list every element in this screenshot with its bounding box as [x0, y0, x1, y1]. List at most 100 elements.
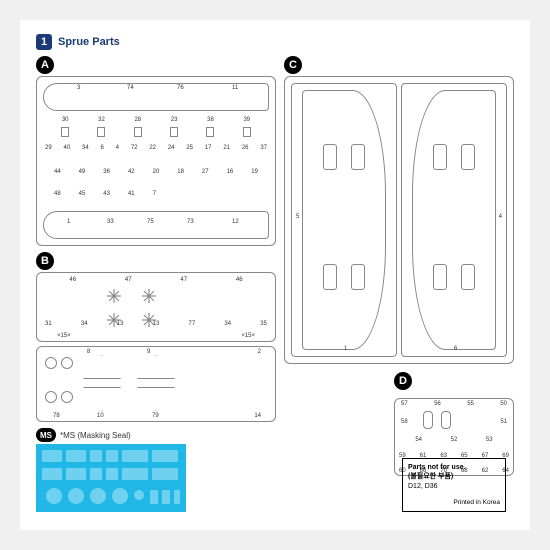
partnum: 79 [152, 413, 159, 419]
wheel [45, 391, 57, 403]
step-number-badge: 1 [36, 34, 52, 50]
partnum: 19 [251, 169, 258, 175]
tiny-part [134, 127, 142, 137]
partnum: 29 [45, 145, 52, 151]
mask-cut [122, 450, 148, 462]
partnum: 16 [227, 169, 234, 175]
tiny-part [61, 127, 69, 137]
tiny-part [170, 127, 178, 137]
partnum: 2 [258, 349, 261, 355]
partnum: 57 [401, 401, 408, 407]
partnum: 10 [97, 413, 104, 419]
partnum: 4 [116, 145, 119, 151]
partnum: 41 [128, 191, 135, 197]
partnum: 17 [205, 145, 212, 151]
mask-cut [68, 488, 84, 504]
sprue-b-block: B 46 47 47 46 31 34 [36, 252, 276, 422]
engine-nacelle [433, 144, 447, 170]
partnum: 43 [103, 191, 110, 197]
engine-nacelle [323, 144, 337, 170]
masking-seal-sheet [36, 444, 186, 512]
partnum: 24 [168, 145, 175, 151]
partnum: 76 [177, 85, 184, 91]
note-line1: Parts not for use. [408, 463, 500, 473]
partnum: 28 [134, 117, 141, 123]
ms-badge: MS [36, 428, 56, 442]
instruction-page: 1 Sprue Parts A 3 74 76 11 30 32 28 [20, 20, 530, 530]
partnum: 31 [45, 321, 52, 327]
section-header: 1 Sprue Parts [36, 34, 514, 50]
partnum: 55 [467, 401, 474, 407]
sprue-a-row4: 48 45 43 41 7 [45, 191, 165, 197]
d-row2: 58 51 [401, 419, 507, 425]
partnum: 6 [454, 346, 457, 352]
sprue-a-row1: 30 32 28 23 38 39 [47, 117, 265, 123]
engine-nacelle [351, 144, 365, 170]
mask-cut [106, 468, 118, 480]
partnum: 13 [117, 321, 124, 327]
engine-nacelle [351, 264, 365, 290]
partnum: 8 [87, 349, 90, 355]
partnum: 54 [415, 437, 422, 443]
tiny-part [206, 127, 214, 137]
partnum: 47 [125, 277, 132, 283]
mask-cut [66, 468, 86, 480]
partnum: 52 [451, 437, 458, 443]
wheel [61, 391, 73, 403]
partnum: 51 [500, 419, 507, 425]
propeller-icon [107, 289, 121, 303]
mask-cut [150, 490, 158, 504]
fuselage-bottom [43, 211, 269, 239]
partnum: 1 [344, 346, 347, 352]
partnum: 36 [103, 169, 110, 175]
partnum: 33 [107, 219, 114, 225]
partnum: 12 [232, 219, 239, 225]
partnum: 35 [260, 321, 267, 327]
partnum: 25 [186, 145, 193, 151]
partnum: 72 [131, 145, 138, 151]
sprue-a-row1-parts [47, 127, 265, 137]
sprue-grid: A 3 74 76 11 30 32 28 23 38 39 [36, 56, 514, 524]
partnum: 13 [153, 321, 160, 327]
wing-outline [302, 90, 385, 350]
partnum: 77 [189, 321, 196, 327]
partnum: 6 [101, 145, 104, 151]
sprue-a-label: A [36, 56, 54, 74]
mask-cut [152, 450, 178, 462]
note-line3: D12, D36 [408, 482, 500, 492]
partnum: 44 [54, 169, 61, 175]
d-row3: 54 52 53 [401, 437, 507, 443]
partnum: 9 [147, 349, 150, 355]
propeller-icon [142, 289, 156, 303]
mask-cut [112, 488, 128, 504]
d-row1: 57 56 55 50 [401, 401, 507, 407]
note-line2: (불필요한 부품) [408, 472, 500, 482]
partnum: 45 [79, 191, 86, 197]
partnum: 1 [67, 219, 70, 225]
mask-cut [152, 468, 178, 480]
mask-cut [90, 488, 106, 504]
parts-not-for-use-box: Parts not for use. (불필요한 부품) D12, D36 Pr… [402, 458, 506, 512]
mask-cut [106, 450, 118, 462]
wing-outline [412, 90, 495, 350]
ms-label-row: MS *MS (Masking Seal) [36, 428, 276, 442]
ms-block: MS *MS (Masking Seal) [36, 428, 276, 512]
sprue-c-block: C 5 1 [284, 56, 514, 364]
partnum: 26 [242, 145, 249, 151]
sprue-a-block: A 3 74 76 11 30 32 28 23 38 39 [36, 56, 276, 246]
sprue-b-label: B [36, 252, 54, 270]
sprue-a-row3: 44 49 36 42 20 18 27 16 19 [45, 169, 267, 175]
mask-cut [42, 450, 62, 462]
partnum: 34 [81, 321, 88, 327]
partnum: 34 [82, 145, 89, 151]
partnum: 22 [149, 145, 156, 151]
annot-x15: ×15× [241, 333, 255, 339]
partnum: 46 [69, 277, 76, 283]
partnum: 30 [62, 117, 69, 123]
partnum: 78 [53, 413, 60, 419]
partnum: 14 [254, 413, 261, 419]
sprue-d-label: D [394, 372, 412, 390]
partnum: 50 [500, 401, 507, 407]
engine-nacelle [433, 264, 447, 290]
partnum: 11 [232, 85, 238, 91]
